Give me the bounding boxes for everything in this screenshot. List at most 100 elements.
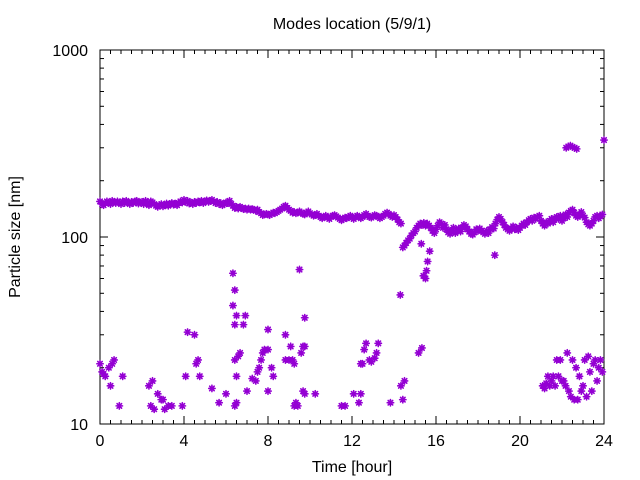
data-point (575, 372, 584, 381)
data-point (181, 372, 190, 381)
data-point (423, 257, 432, 266)
data-point (230, 286, 239, 295)
data-point (144, 381, 153, 390)
data-point (148, 376, 157, 385)
data-point (300, 313, 309, 322)
data-point (241, 311, 250, 320)
data-point (232, 372, 241, 381)
data-point (458, 223, 467, 232)
data-point (192, 359, 201, 368)
data-point (556, 355, 565, 364)
data-point (159, 395, 167, 404)
data-point (222, 389, 230, 398)
data-point (288, 355, 297, 364)
data-point (228, 269, 237, 278)
data-point (584, 352, 593, 361)
data-point (167, 401, 176, 410)
x-tick-label: 0 (96, 433, 105, 450)
data-point (106, 200, 115, 209)
data-point (311, 389, 320, 398)
data-point (461, 222, 470, 231)
data-point (230, 355, 239, 364)
data-point (577, 208, 586, 217)
data-point (417, 239, 426, 248)
data-point (178, 401, 187, 410)
data-point (559, 214, 568, 223)
data-point (356, 389, 365, 398)
data-point (545, 381, 554, 390)
data-point (106, 381, 115, 390)
data-point (160, 405, 169, 414)
y-tick-label: 1000 (52, 43, 88, 60)
data-point (484, 229, 493, 238)
data-point (598, 367, 607, 376)
data-point (110, 355, 119, 364)
data-point (291, 398, 300, 407)
data-point (190, 330, 199, 339)
data-point (430, 229, 439, 238)
data-point (572, 144, 581, 153)
data-point (341, 401, 350, 410)
data-point (398, 395, 407, 404)
x-tick-label: 12 (343, 433, 361, 450)
data-point (426, 223, 435, 232)
data-point (386, 398, 395, 407)
data-point (573, 395, 582, 404)
y-tick-label: 100 (61, 230, 88, 247)
data-point (194, 355, 203, 364)
data-point (568, 142, 577, 151)
data-point (253, 367, 262, 376)
data-point (594, 363, 603, 372)
data-point (593, 376, 602, 385)
data-point (549, 372, 558, 381)
data-point (414, 348, 423, 357)
y-tick-label: 10 (70, 417, 88, 434)
data-point (551, 381, 560, 390)
data-point (554, 214, 563, 223)
x-tick-label: 16 (427, 433, 445, 450)
data-point (195, 372, 204, 381)
axis-ticks (99, 49, 605, 425)
data-point (370, 354, 379, 363)
data-point (118, 372, 127, 381)
data-point (396, 290, 405, 299)
data-point (295, 265, 304, 274)
plot-frame (99, 49, 605, 425)
data-point (440, 220, 449, 229)
data-point (561, 381, 570, 390)
data-point (400, 376, 409, 385)
data-point (144, 201, 153, 210)
data-point (598, 210, 607, 219)
data-point (230, 320, 239, 329)
data-point (456, 227, 465, 236)
data-point (228, 301, 237, 310)
data-point (596, 355, 605, 364)
data-point (150, 405, 159, 414)
data-point (108, 359, 117, 368)
data-point (232, 311, 241, 320)
data-point (568, 205, 577, 214)
data-point (432, 225, 440, 234)
data-point (225, 196, 234, 205)
data-point (449, 223, 458, 232)
y-tick-labels: 10 100 1000 (52, 43, 88, 434)
data-point (264, 345, 272, 354)
x-tick-label: 4 (180, 433, 189, 450)
data-point (372, 348, 381, 357)
data-point (454, 224, 463, 233)
data-point (411, 227, 419, 236)
data-point (528, 216, 537, 225)
data-point (566, 392, 575, 401)
data-point (559, 376, 568, 385)
data-point (417, 343, 426, 352)
data-point (269, 372, 278, 381)
data-point (374, 339, 383, 348)
data-point (300, 389, 309, 398)
data-point (396, 381, 405, 390)
data-point (146, 401, 155, 410)
data-point (556, 211, 565, 220)
x-tick-label: 8 (264, 433, 273, 450)
data-point (297, 348, 306, 357)
data-point (104, 363, 113, 372)
data-point (257, 355, 266, 364)
